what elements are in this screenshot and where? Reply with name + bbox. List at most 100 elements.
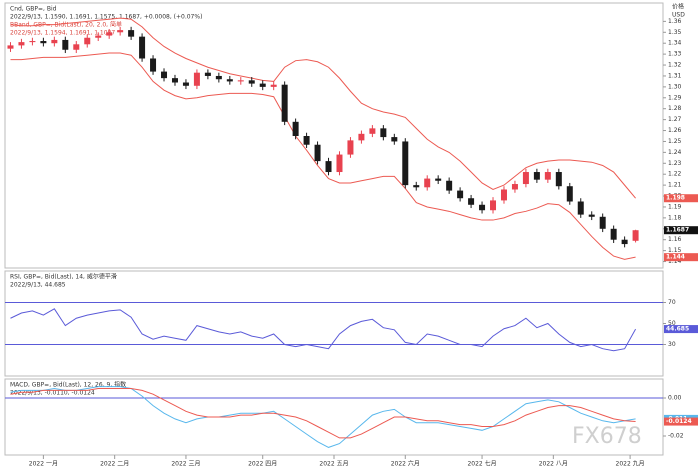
y-tick-label: 1.33 bbox=[668, 51, 682, 58]
candle-body bbox=[281, 84, 288, 122]
x-tick-label: 2022 九月 bbox=[616, 460, 645, 468]
candle-body bbox=[51, 39, 58, 44]
y-tick-label: 1.35 bbox=[668, 29, 682, 36]
x-tick-label: 2022 五月 bbox=[319, 461, 348, 468]
value-tag: -0.0124 bbox=[666, 418, 692, 425]
candle-body bbox=[29, 41, 36, 43]
x-tick-label: 2022 八月 bbox=[539, 461, 568, 468]
candle-body bbox=[599, 216, 606, 229]
candle-body bbox=[325, 161, 332, 173]
y-tick-label: 1.36 bbox=[668, 18, 682, 25]
candle-body bbox=[204, 72, 211, 76]
y-unit: USD bbox=[672, 12, 685, 19]
price-tag-box bbox=[664, 226, 698, 235]
candle-body bbox=[479, 204, 486, 211]
candle-body bbox=[402, 141, 409, 186]
band-title: BBand, GBP=, Bid(Last), 20, 2.0, 简单 bbox=[10, 21, 122, 29]
candle-body bbox=[171, 78, 178, 83]
candle-body bbox=[621, 239, 628, 245]
x-tick-label: 2022 二月 bbox=[100, 461, 129, 468]
price-panel bbox=[4, 2, 664, 269]
candle-body bbox=[391, 137, 398, 142]
candle-body bbox=[544, 172, 551, 180]
y-tick-label: 1.24 bbox=[668, 149, 682, 156]
candle-body bbox=[215, 75, 222, 80]
candle-body bbox=[522, 172, 529, 185]
candle-body bbox=[314, 144, 321, 162]
candle-body bbox=[369, 128, 376, 134]
x-tick-label: 2022 一月 bbox=[29, 461, 58, 468]
y-tick-label: 1.27 bbox=[668, 116, 682, 123]
candle-body bbox=[150, 58, 157, 72]
candle-body bbox=[632, 230, 639, 241]
lower-tag: 1.144 bbox=[666, 254, 685, 261]
candle-body bbox=[106, 32, 113, 36]
candle-body bbox=[511, 184, 518, 190]
band-subtitle: 2022/9/13, 1.1594, 1.1691, 1.1087 bbox=[10, 30, 115, 37]
x-tick-label: 2022 三月 bbox=[171, 461, 200, 468]
candle-body bbox=[226, 79, 233, 82]
candle-body bbox=[457, 190, 464, 199]
candle-body bbox=[358, 133, 365, 141]
rsi-subtitle: 2022/9/13, 44.685 bbox=[10, 282, 66, 289]
candle-body bbox=[303, 136, 310, 145]
candle-body bbox=[610, 228, 617, 240]
y-tick-label: 1.31 bbox=[668, 72, 682, 79]
macd-subtitle: 2022/9/13, -0.0110, -0.0124 bbox=[10, 390, 95, 397]
candle-body bbox=[446, 180, 453, 191]
band-line bbox=[10, 17, 636, 199]
upper-tag: 1.198 bbox=[666, 195, 685, 202]
value-tag-box bbox=[664, 417, 698, 426]
candle-body bbox=[117, 30, 124, 33]
candle-body bbox=[292, 121, 299, 136]
candle-body bbox=[7, 45, 14, 49]
candle-body bbox=[139, 36, 146, 59]
upper-tag-box bbox=[664, 194, 698, 203]
price-title: Cnd, GBP=, Bid bbox=[10, 6, 57, 13]
candle-body bbox=[40, 41, 47, 44]
y-tick-label: 1.19 bbox=[668, 203, 682, 210]
y-tick-label: 1.16 bbox=[668, 236, 682, 243]
watermark: FX678 bbox=[572, 424, 642, 449]
value-tag-box bbox=[664, 325, 698, 334]
x-tick-label: 2022 六月 bbox=[391, 460, 420, 468]
y-tick-label: 1.21 bbox=[668, 182, 682, 189]
series-line bbox=[10, 388, 636, 439]
candle-body bbox=[62, 39, 69, 50]
candle-body bbox=[95, 35, 102, 38]
y-tick-label: 1.26 bbox=[668, 127, 682, 134]
candle-body bbox=[73, 44, 80, 50]
y-tick-label: -0.02 bbox=[668, 433, 684, 440]
candle-body bbox=[259, 83, 266, 87]
y-tick-label: 1.29 bbox=[668, 94, 682, 101]
series-line bbox=[10, 386, 636, 448]
candle-body bbox=[237, 80, 244, 82]
candle-body bbox=[555, 172, 562, 187]
candle-body bbox=[533, 172, 540, 180]
y-tick-label: 1.14 bbox=[668, 258, 682, 265]
y-tick-label: 1.32 bbox=[668, 62, 682, 69]
candle-body bbox=[424, 178, 431, 188]
y-tick-label: 50 bbox=[668, 320, 676, 327]
series-line bbox=[10, 308, 637, 352]
y-tick-label: 0.00 bbox=[668, 395, 682, 402]
candle-body bbox=[380, 128, 387, 138]
band-line bbox=[10, 52, 636, 260]
rsi-title: RSI, GBP=, Bid(Last), 14, 威尔德平滑 bbox=[10, 273, 117, 281]
x-tick-label: 2022 七月 bbox=[467, 460, 496, 468]
x-tick-label: 2022 四月 bbox=[248, 461, 277, 468]
candle-body bbox=[490, 200, 497, 211]
value-tag: 44.685 bbox=[666, 326, 689, 333]
y-label: 价格 bbox=[672, 3, 684, 11]
y-tick-label: 1.28 bbox=[668, 105, 682, 112]
y-tick-label: 1.30 bbox=[668, 83, 682, 90]
candle-body bbox=[128, 30, 135, 37]
y-tick-label: 1.23 bbox=[668, 160, 682, 167]
candle-body bbox=[347, 140, 354, 155]
lower-tag-box bbox=[664, 253, 698, 262]
candle-body bbox=[566, 186, 573, 202]
candle-body bbox=[161, 71, 168, 79]
candle-body bbox=[413, 185, 420, 188]
candle-body bbox=[468, 198, 475, 205]
